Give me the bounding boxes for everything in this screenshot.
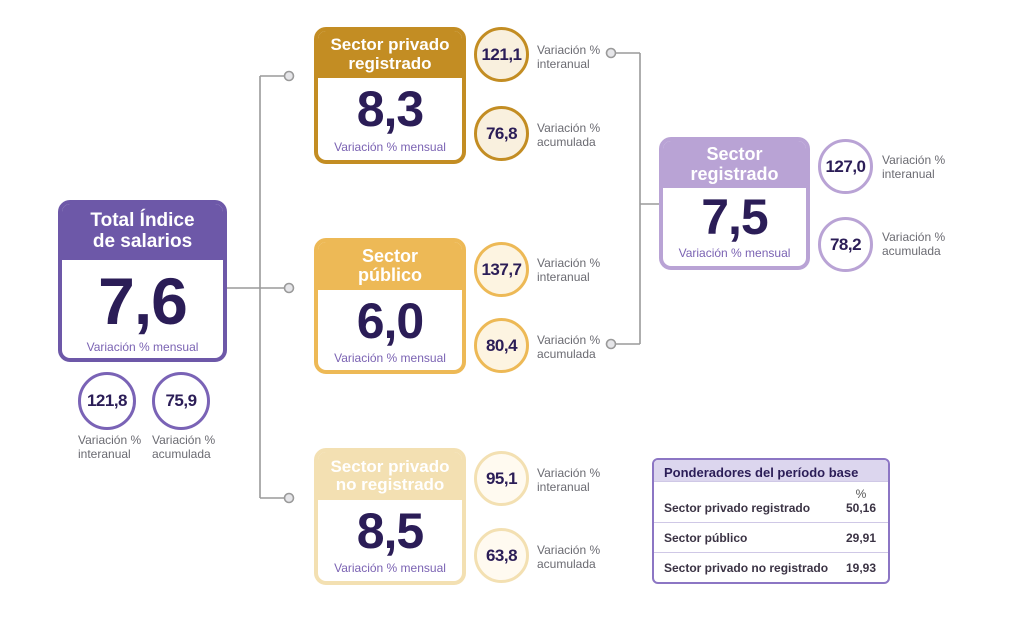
label-line: Variación %: [882, 230, 946, 244]
title-line: no registrado: [335, 475, 445, 494]
label-line: acumulada: [537, 347, 596, 361]
title-line: registrado: [690, 163, 779, 184]
acumulada-label: Variación % acumulada: [882, 230, 945, 258]
sector-value: 6,0: [356, 293, 425, 349]
table-row: Sector privado no registrado 19,93: [654, 552, 888, 582]
label-line: Variación %: [537, 256, 601, 270]
total-interanual-label: Variación % interanual: [78, 433, 141, 461]
total-interanual-circle: 121,8: [78, 372, 136, 430]
row-label: Sector público: [664, 530, 748, 545]
ponderadores-table: Ponderadores del período base Sector pri…: [652, 458, 890, 584]
sector-registrado-box: Sector registrado 7,5 Variación % mensua…: [659, 137, 810, 270]
sector-value: 7,5: [701, 189, 769, 245]
table-row: Sector público 29,91: [654, 522, 888, 552]
label-line: Variación %: [78, 433, 142, 447]
sector-subtitle: Variación % mensual: [334, 140, 446, 154]
connector-node: [283, 492, 295, 504]
interanual-label: Variación % interanual: [537, 43, 600, 71]
total-index-subtitle: Variación % mensual: [86, 340, 199, 354]
sector-title: Sector registrado: [663, 141, 806, 188]
total-acumulada-label: Variación % acumulada: [152, 433, 215, 461]
label-line: acumulada: [537, 135, 596, 149]
title-line: Total Índice: [90, 210, 195, 232]
interanual-label: Variación % interanual: [882, 153, 945, 181]
label-line: Variación %: [152, 433, 216, 447]
row-value: 29,91: [845, 530, 876, 545]
sector-subtitle: Variación % mensual: [678, 246, 791, 260]
privado-registrado-acumulada-circle: 76,8: [474, 106, 529, 161]
label-line: acumulada: [152, 447, 211, 461]
label-line: Variación %: [537, 543, 601, 557]
sector-title: Sector público: [318, 242, 462, 290]
label-line: Variación %: [537, 466, 601, 480]
title-line: Sector: [706, 144, 763, 165]
publico-acumulada-circle: 80,4: [474, 318, 529, 373]
sector-subtitle: Variación % mensual: [334, 351, 446, 365]
connector-node: [605, 338, 617, 350]
registrado-interanual-circle: 127,0: [818, 139, 873, 194]
no-registrado-interanual-circle: 95,1: [474, 451, 529, 506]
publico-interanual-circle: 137,7: [474, 242, 529, 297]
total-index-value: 7,6: [98, 264, 188, 338]
ponderadores-title: Ponderadores del período base: [654, 460, 888, 481]
total-index-title: Total Índice de salarios: [62, 204, 223, 260]
title-line: de salarios: [92, 231, 193, 252]
acumulada-label: Variación % acumulada: [537, 121, 600, 149]
row-label: Sector privado no registrado: [664, 560, 829, 575]
label-line: Variación %: [537, 43, 601, 57]
label-line: interanual: [537, 57, 590, 71]
total-index-box: Total Índice de salarios 7,6 Variación %…: [58, 200, 227, 362]
no-registrado-acumulada-circle: 63,8: [474, 528, 529, 583]
sector-privado-no-registrado-box: Sector privado no registrado 8,5 Variaci…: [314, 448, 466, 585]
row-value: 50,16: [845, 501, 876, 515]
label-line: acumulada: [882, 244, 941, 258]
interanual-label: Variación % interanual: [537, 256, 600, 284]
acumulada-label: Variación % acumulada: [537, 543, 600, 571]
connector-node: [283, 70, 295, 82]
registrado-acumulada-circle: 78,2: [818, 217, 873, 272]
unit-header: %: [855, 487, 867, 501]
row-label: Sector privado registrado: [664, 501, 811, 515]
row-value-cell: % 50,16: [846, 487, 876, 515]
label-line: acumulada: [537, 557, 596, 571]
title-line: Sector privado: [330, 35, 450, 55]
connector-node: [605, 47, 617, 59]
label-line: interanual: [78, 447, 131, 461]
title-line: público: [358, 265, 422, 285]
label-line: interanual: [537, 480, 590, 494]
label-line: Variación %: [882, 153, 946, 167]
total-acumulada-circle: 75,9: [152, 372, 210, 430]
connector-node: [283, 282, 295, 294]
acumulada-label: Variación % acumulada: [537, 333, 600, 361]
label-line: Variación %: [537, 121, 601, 135]
sector-privado-registrado-box: Sector privado registrado 8,3 Variación …: [314, 27, 466, 164]
interanual-label: Variación % interanual: [537, 466, 600, 494]
label-line: interanual: [537, 270, 590, 284]
table-row: Sector privado registrado % 50,16: [654, 481, 888, 522]
label-line: Variación %: [537, 333, 601, 347]
privado-registrado-interanual-circle: 121,1: [474, 27, 529, 82]
row-value: 19,93: [845, 560, 876, 575]
sector-value: 8,3: [356, 81, 425, 137]
title-line: registrado: [348, 53, 432, 73]
title-line: Sector: [361, 245, 419, 266]
sector-title: Sector privado registrado: [318, 31, 462, 78]
title-line: Sector privado: [330, 456, 450, 476]
sector-title: Sector privado no registrado: [318, 452, 462, 500]
sector-value: 8,5: [356, 503, 425, 559]
sector-publico-box: Sector público 6,0 Variación % mensual: [314, 238, 466, 374]
sector-subtitle: Variación % mensual: [334, 561, 446, 575]
label-line: interanual: [882, 167, 935, 181]
